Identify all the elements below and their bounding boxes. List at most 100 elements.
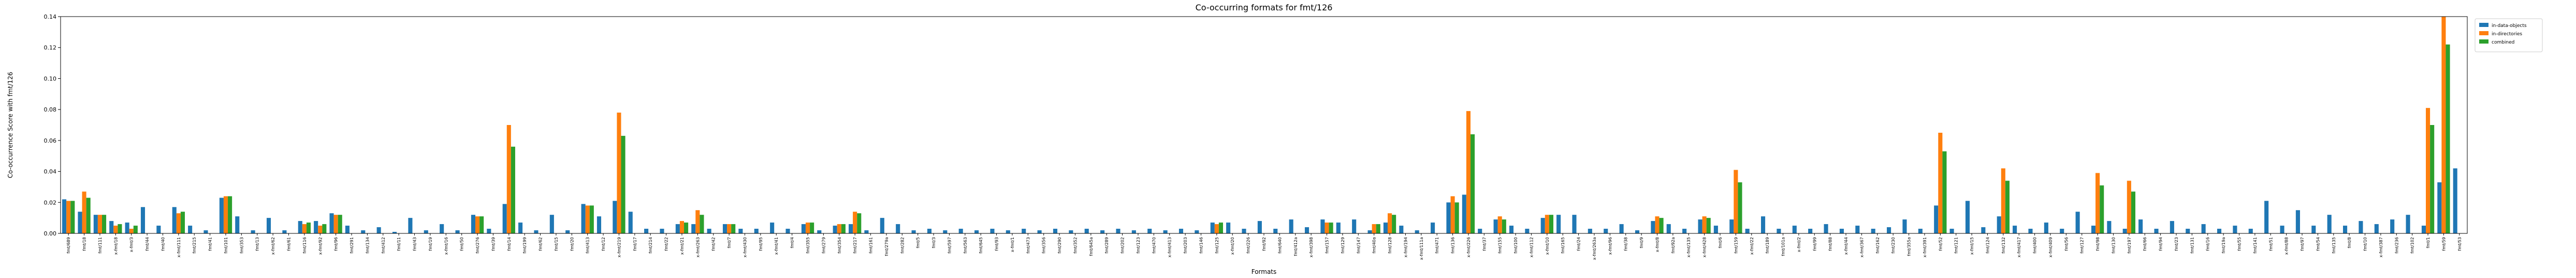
x-tick-label: x-fmt/22 bbox=[1750, 237, 1754, 255]
bar bbox=[487, 229, 491, 233]
bar bbox=[864, 230, 869, 233]
x-tick-label: fmt/61 bbox=[286, 237, 291, 251]
bar bbox=[1415, 230, 1419, 233]
bar bbox=[2013, 226, 2017, 233]
bar bbox=[1329, 223, 1333, 233]
bar bbox=[1273, 229, 1278, 233]
bar bbox=[251, 230, 255, 233]
bar bbox=[1855, 226, 1860, 233]
x-tick-label: fmt/9 bbox=[1639, 237, 1644, 248]
bar bbox=[219, 198, 224, 233]
bar bbox=[1792, 226, 1797, 233]
x-tick-label: fmt/111 bbox=[98, 237, 103, 254]
bar bbox=[1466, 111, 1471, 233]
bar bbox=[738, 229, 743, 233]
bar bbox=[1304, 227, 1309, 233]
bar bbox=[621, 135, 625, 233]
x-tick-label: fmt/356 bbox=[1042, 237, 1046, 254]
bar bbox=[2095, 173, 2100, 233]
bar bbox=[1824, 224, 1828, 233]
bar bbox=[2446, 44, 2450, 233]
x-tick-label: fmt/3 bbox=[932, 237, 936, 248]
bar bbox=[518, 223, 523, 233]
bar bbox=[376, 227, 381, 233]
x-tick-label: fmt/134 bbox=[365, 237, 370, 254]
bar bbox=[1037, 230, 1042, 233]
legend-label: in-data-objects bbox=[2492, 23, 2527, 29]
x-tick-label: fmt/17 bbox=[633, 237, 637, 251]
x-tick-label: fmt/40 bbox=[161, 237, 165, 251]
bar bbox=[727, 224, 732, 233]
x-tick-label: x-fmt/62 bbox=[271, 237, 275, 255]
bar bbox=[1997, 216, 2001, 233]
x-tick-label: fmt/230 bbox=[1891, 237, 1896, 254]
bar bbox=[1934, 205, 1939, 233]
bar bbox=[1069, 230, 1073, 233]
bar bbox=[1163, 230, 1168, 233]
bar bbox=[471, 215, 475, 233]
bar bbox=[156, 226, 161, 233]
bar bbox=[549, 215, 554, 233]
y-tick-label: 0.00 bbox=[44, 230, 57, 237]
bar bbox=[118, 224, 122, 233]
x-tick-label: fmt/22 bbox=[664, 237, 669, 251]
x-tick-label: x-fmt/88 bbox=[2284, 237, 2289, 255]
bar bbox=[1706, 218, 1711, 233]
x-tick-label: fmt/6 bbox=[1718, 237, 1723, 248]
bar bbox=[644, 229, 649, 233]
bar bbox=[2359, 221, 2363, 233]
bar bbox=[1399, 226, 1404, 233]
bar bbox=[2280, 226, 2284, 233]
bar bbox=[810, 223, 814, 233]
bar bbox=[333, 215, 338, 233]
x-tick-label: fmt/282 bbox=[900, 237, 905, 254]
bar bbox=[1777, 229, 1781, 233]
bar bbox=[1454, 202, 1459, 233]
x-tick-label: fmt/24 bbox=[1577, 237, 1581, 251]
bar bbox=[133, 226, 138, 233]
bar bbox=[2001, 168, 2005, 233]
bar bbox=[1659, 218, 1664, 233]
y-tick-label: 0.08 bbox=[44, 106, 57, 113]
bar bbox=[1604, 229, 1608, 233]
bar bbox=[1525, 229, 1530, 233]
x-tick-label: x-fmt/194 bbox=[1403, 237, 1408, 257]
bar bbox=[70, 201, 75, 233]
legend-swatch bbox=[2479, 39, 2488, 44]
x-tick-label: fmt/214 bbox=[648, 237, 653, 254]
bar bbox=[302, 224, 307, 233]
bar bbox=[1666, 224, 1671, 233]
bar bbox=[722, 224, 727, 233]
legend-swatch bbox=[2479, 31, 2488, 35]
x-tick-label: fmt/131 bbox=[2190, 237, 2194, 254]
bar bbox=[1965, 201, 1970, 233]
x-tick-label: fmt/95 bbox=[759, 237, 763, 251]
bar bbox=[440, 224, 444, 233]
x-tick-label: x-fmt/413 bbox=[1168, 237, 1172, 257]
bar bbox=[695, 210, 700, 233]
bar bbox=[1218, 223, 1224, 233]
bar bbox=[1478, 229, 1482, 233]
bar bbox=[700, 215, 704, 233]
bar bbox=[97, 215, 102, 233]
bar bbox=[1387, 213, 1392, 233]
x-tick-label: fmt/11 bbox=[397, 237, 401, 251]
x-tick-label: fmt/52 bbox=[1938, 237, 1943, 251]
bar bbox=[101, 215, 107, 233]
x-tick-label: fmt/290 bbox=[1057, 237, 1062, 254]
bar bbox=[1588, 229, 1592, 233]
x-tick-label: x-fmt/263 bbox=[695, 237, 700, 257]
bar bbox=[345, 226, 350, 233]
x-tick-label: fmt/159 bbox=[1734, 237, 1738, 254]
x-tick-label: fmt/161 bbox=[869, 237, 874, 254]
x-tick-label: fmt/96 bbox=[334, 237, 339, 251]
x-tick-label: fmt/50 bbox=[460, 237, 464, 251]
x-tick-label: fmt/352 bbox=[1073, 237, 1078, 254]
bar bbox=[1470, 134, 1475, 233]
x-tick-label: fmt/354 bbox=[837, 237, 842, 254]
x-tick-label: fmt/155 bbox=[1498, 237, 1503, 254]
x-tick-label: fmt/123 bbox=[1136, 237, 1141, 254]
bar bbox=[2186, 229, 2190, 233]
bar bbox=[801, 224, 806, 233]
x-tick-label: x-fmt/41 bbox=[774, 237, 779, 255]
